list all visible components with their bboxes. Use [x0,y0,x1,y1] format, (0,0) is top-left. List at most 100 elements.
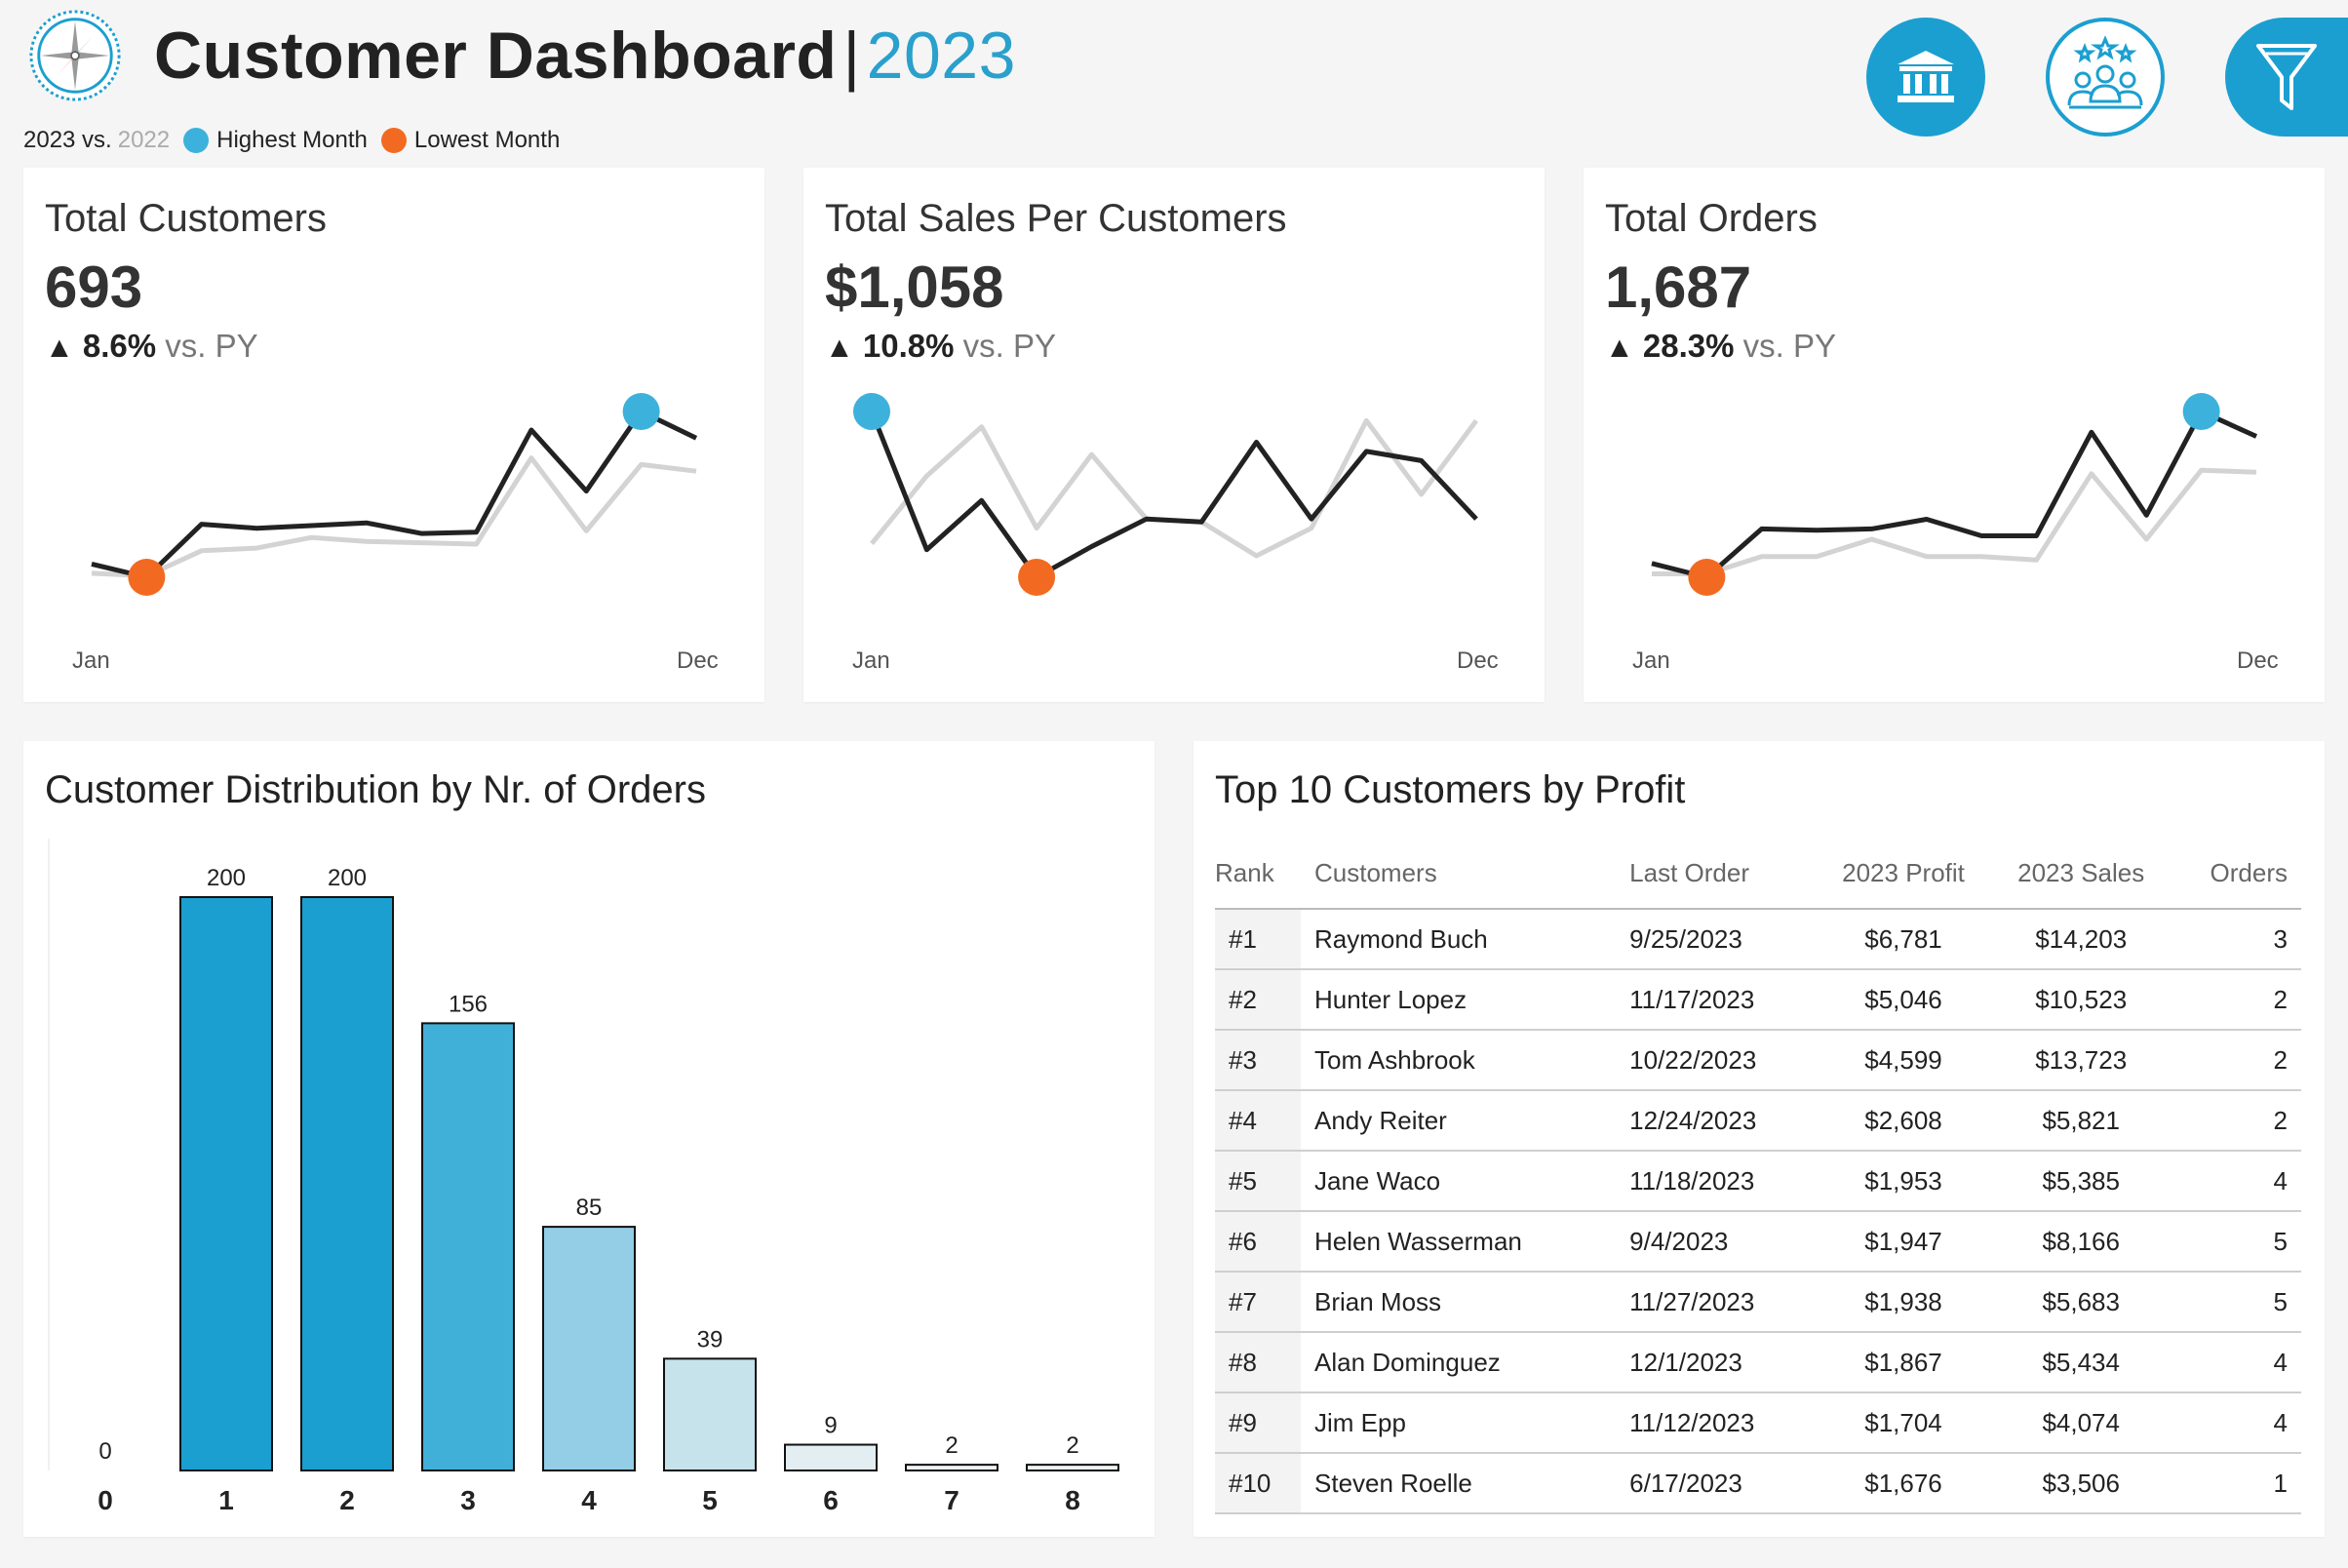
kpi-vs-label: vs. PY [962,328,1056,364]
orders-cell: 2 [2171,1090,2301,1152]
kpi-card-sales-per-customer: Total Sales Per Customers $1,058 ▲ 10.8%… [803,168,1545,702]
kpi-title: Total Sales Per Customers [825,197,1287,240]
bar[interactable] [905,1464,998,1471]
sales-cell: $14,203 [1990,909,2172,970]
x-tick-label: 5 [702,1485,718,1515]
profit-cell: $6,781 [1816,909,1991,970]
rank-cell: #5 [1215,1151,1301,1212]
bar[interactable] [421,1022,515,1471]
lowest-month-marker[interactable] [1018,559,1056,596]
legend-current-year: 2023 vs. [23,127,112,153]
table-row[interactable]: #7 Brian Moss 11/27/2023 $1,938 $5,683 5 [1215,1272,2301,1333]
kpi-vs-label: vs. PY [1742,328,1836,364]
rank-cell: #10 [1215,1453,1301,1514]
bar-value-label: 0 [98,1438,111,1465]
table-row[interactable]: #2 Hunter Lopez 11/17/2023 $5,046 $10,523 2 [1215,969,2301,1031]
table-row[interactable]: #5 Jane Waco 11/18/2023 $1,953 $5,385 4 [1215,1151,2301,1212]
table-row[interactable]: #8 Alan Dominguez 12/1/2023 $1,867 $5,434 4 [1215,1332,2301,1393]
bar-value-label: 2 [945,1432,958,1459]
table-row[interactable]: #9 Jim Epp 11/12/2023 $1,704 $4,074 4 [1215,1392,2301,1454]
table-row[interactable]: #6 Helen Wasserman 9/4/2023 $1,947 $8,166 5 [1215,1211,2301,1273]
table-row[interactable]: #1 Raymond Buch 9/25/2023 $6,781 $14,203 3 [1215,909,2301,970]
distribution-chart-card: Customer Distribution by Nr. of Orders 0… [23,741,1154,1537]
table-row[interactable]: #10 Steven Roelle 6/17/2023 $1,676 $3,506 1 [1215,1453,2301,1514]
bar[interactable] [663,1357,757,1472]
last-order-cell: 12/1/2023 [1616,1332,1817,1393]
bar-value-label: 39 [697,1326,724,1352]
highest-month-marker[interactable] [2182,393,2220,430]
customer-cell: Jim Epp [1301,1392,1617,1454]
last-order-cell: 10/22/2023 [1616,1030,1817,1091]
orders-cell: 4 [2171,1151,2301,1212]
profit-cell: $1,867 [1816,1332,1991,1393]
customer-cell: Andy Reiter [1301,1090,1617,1152]
legend-previous-year: 2022 [117,127,171,153]
bar-value-label: 200 [328,865,367,891]
lowest-month-marker[interactable] [1688,559,1726,596]
filter-button[interactable] [2225,18,2348,137]
bar[interactable] [300,896,394,1471]
kpi-value: 693 [45,255,143,320]
profit-cell: $1,953 [1816,1151,1991,1212]
kpi-card-total-orders: Total Orders 1,687 ▲ 28.3% vs. PY Jan De… [1584,168,2325,702]
table-row[interactable]: #3 Tom Ashbrook 10/22/2023 $4,599 $13,723 2 [1215,1030,2301,1091]
axis-label-end: Dec [2237,647,2279,674]
page-title: Customer Dashboard|2023 [154,18,1016,94]
sales-cell: $13,723 [1990,1030,2172,1091]
customers-button[interactable] [2046,18,2165,137]
profit-cell: $1,947 [1816,1211,1991,1273]
last-order-cell: 11/27/2023 [1616,1272,1817,1333]
legend-lowest-label: Lowest Month [413,127,561,153]
last-order-cell: 6/17/2023 [1616,1453,1817,1514]
bank-icon [1898,51,1954,102]
table-row[interactable]: #4 Andy Reiter 12/24/2023 $2,608 $5,821 2 [1215,1090,2301,1152]
sales-cell: $5,683 [1990,1272,2172,1333]
top10-table: Rank Customers Last Order 2023 Profit 20… [1215,839,2301,1514]
last-order-cell: 11/12/2023 [1616,1392,1817,1454]
axis-label-start: Jan [852,647,890,674]
bank-button[interactable] [1866,18,1985,137]
column-header-orders[interactable]: Orders [2171,839,2301,910]
bar[interactable] [542,1226,636,1471]
customer-cell: Jane Waco [1301,1151,1617,1212]
column-header-sales[interactable]: 2023 Sales [1990,839,2172,910]
orders-cell: 4 [2171,1332,2301,1393]
lowest-month-marker[interactable] [128,559,166,596]
x-tick-label: 3 [460,1485,476,1515]
column-header-profit[interactable]: 2023 Profit [1816,839,1991,910]
bar[interactable] [179,896,273,1471]
column-header-last-order[interactable]: Last Order [1616,839,1817,910]
x-tick-label: 6 [823,1485,839,1515]
filter-icon [2256,44,2317,110]
highest-month-marker[interactable] [853,393,890,430]
kpi-title: Total Orders [1605,197,1818,240]
customer-cell: Tom Ashbrook [1301,1030,1617,1091]
kpi-change: ▲ 10.8% vs. PY [825,328,1056,365]
bar[interactable] [1026,1464,1119,1471]
kpi-title: Total Customers [45,197,327,240]
current-year-line [91,409,698,580]
x-tick-label: 0 [98,1485,113,1515]
compass-icon [29,10,121,101]
orders-cell: 2 [2171,969,2301,1031]
profit-cell: $5,046 [1816,969,1991,1031]
last-order-cell: 11/18/2023 [1616,1151,1817,1212]
previous-year-line [91,455,697,579]
highest-month-marker[interactable] [622,393,660,430]
column-header-customers[interactable]: Customers [1301,839,1617,910]
lowest-month-dot [380,128,407,153]
axis-label-end: Dec [677,647,719,674]
rank-cell: #2 [1215,969,1301,1031]
dashboard-header: Customer Dashboard|2023 2023 vs. 2022 Hi… [0,0,2348,166]
table-header-row: Rank Customers Last Order 2023 Profit 20… [1215,839,2301,910]
sales-cell: $5,385 [1990,1151,2172,1212]
last-order-cell: 9/25/2023 [1616,909,1817,970]
axis-label-end: Dec [1457,647,1499,674]
legend-highest-label: Highest Month [216,127,368,153]
current-year-line [869,411,1478,580]
profit-cell: $4,599 [1816,1030,1991,1091]
kpi-change-value: 10.8% [862,328,955,364]
column-header-rank[interactable]: Rank [1215,839,1301,910]
bar[interactable] [784,1443,878,1471]
title-separator: | [842,19,861,93]
